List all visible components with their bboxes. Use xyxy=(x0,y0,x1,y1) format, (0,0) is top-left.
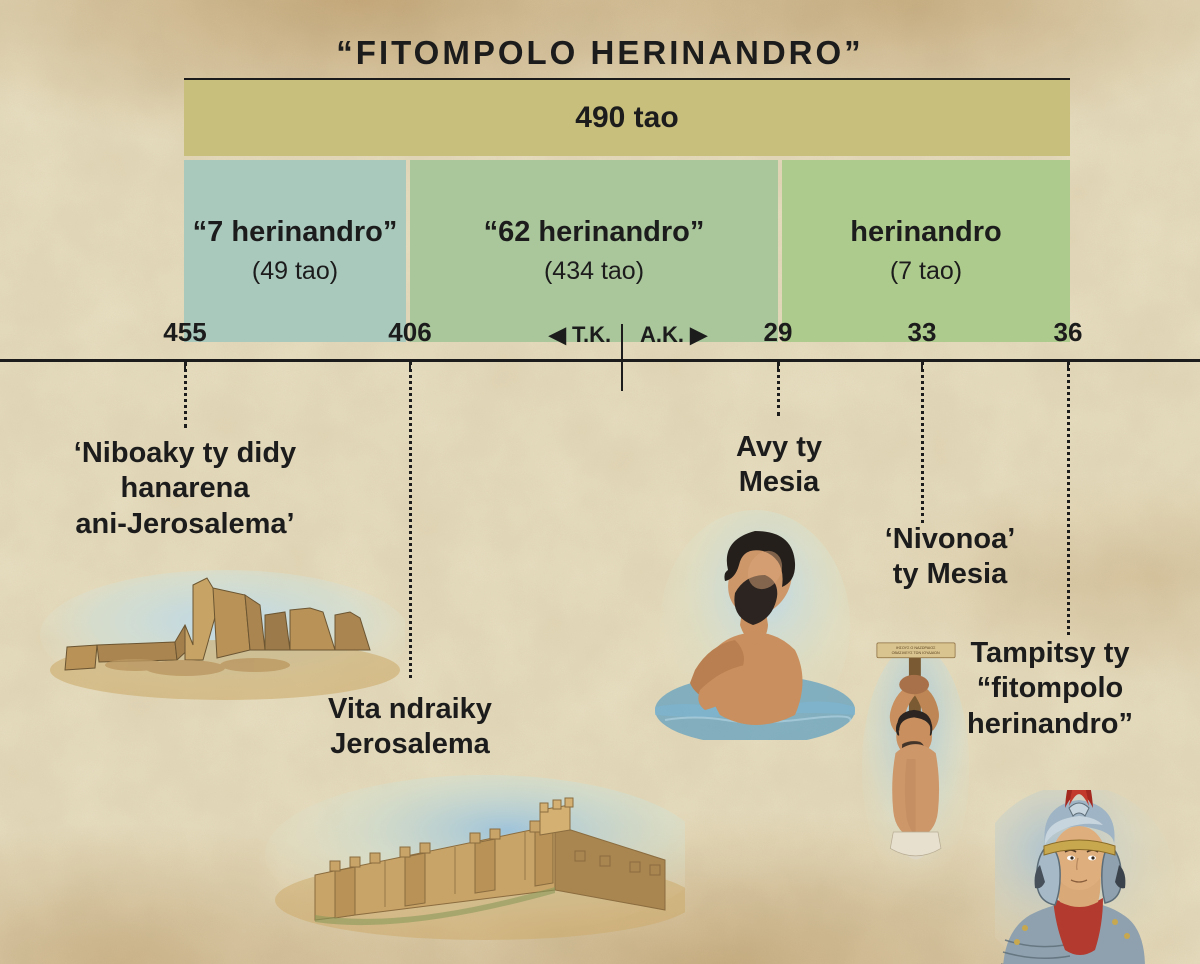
svg-text:ΙΗΣΟΥΣ Ο ΝΑΖΩΡΑΙΟΣ: ΙΗΣΟΥΣ Ο ΝΑΖΩΡΑΙΟΣ xyxy=(896,646,936,650)
svg-text:ΟΒΑΣΙΛΕΥΣ ΤΩΝ ΙΟΥΔΑΙΩΝ: ΟΒΑΣΙΛΕΥΣ ΤΩΝ ΙΟΥΔΑΙΩΝ xyxy=(892,651,940,655)
